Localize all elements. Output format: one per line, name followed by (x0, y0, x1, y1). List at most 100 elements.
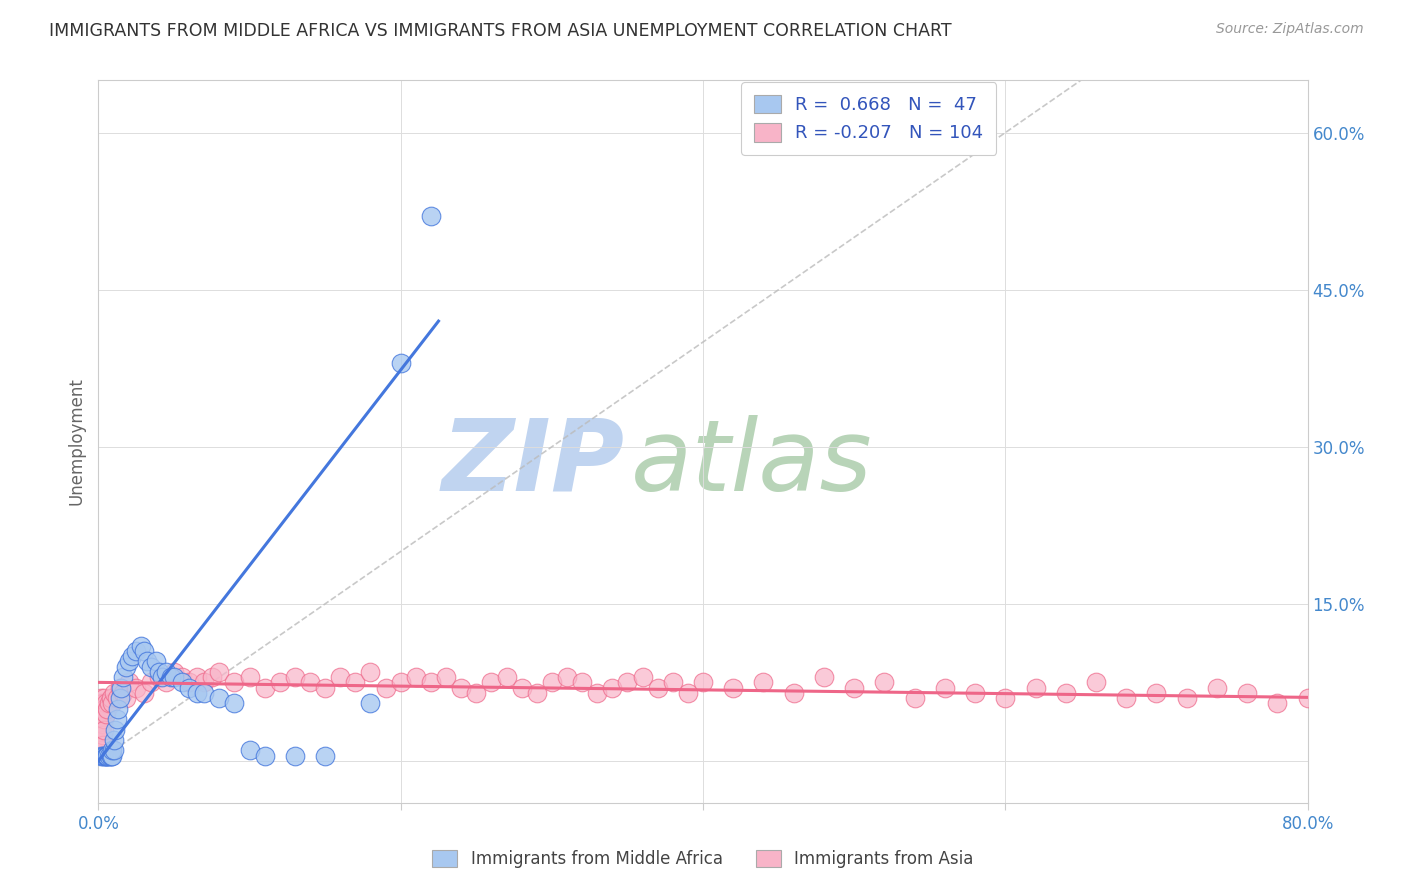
Point (91, 717, 114, 731)
Point (284, 748, 307, 763)
Point (103, 743, 125, 757)
Point (155, 665, 177, 679)
Point (420, 210, 443, 224)
Point (253, 681, 276, 695)
Point (586, 686, 609, 700)
Point (98, 696, 121, 710)
Point (752, 675, 775, 690)
Point (193, 686, 215, 700)
Point (93, 748, 115, 763)
Point (129, 639, 152, 653)
Point (91, 738, 114, 752)
Point (186, 686, 208, 700)
Point (1236, 686, 1258, 700)
Point (155, 675, 177, 690)
Point (314, 748, 336, 763)
Point (108, 681, 131, 695)
Point (100, 748, 122, 763)
Point (1267, 696, 1289, 710)
Point (723, 681, 745, 695)
Point (873, 675, 896, 690)
Point (135, 655, 157, 669)
Point (91, 696, 114, 710)
Point (90, 723, 112, 737)
Point (90, 691, 112, 706)
Point (571, 675, 593, 690)
Point (1085, 675, 1108, 690)
Point (160, 670, 183, 684)
Point (465, 686, 488, 700)
Point (526, 686, 548, 700)
Point (481, 675, 503, 690)
Point (389, 675, 412, 690)
Point (631, 670, 654, 684)
Point (555, 670, 578, 684)
Legend: R =  0.668   N =  47, R = -0.207   N = 104: R = 0.668 N = 47, R = -0.207 N = 104 (741, 82, 997, 155)
Point (783, 686, 806, 700)
Point (1175, 691, 1198, 706)
Point (1115, 691, 1137, 706)
Point (101, 696, 124, 710)
Point (510, 681, 533, 695)
Point (90, 748, 112, 763)
Point (111, 670, 134, 684)
Point (125, 644, 148, 658)
Point (105, 712, 128, 726)
Point (91, 706, 114, 721)
Point (110, 681, 132, 695)
Point (495, 670, 517, 684)
Point (90, 712, 112, 726)
Point (224, 696, 246, 710)
Point (91, 728, 114, 742)
Point (284, 670, 307, 684)
Point (107, 701, 129, 715)
Point (389, 356, 412, 370)
Point (93, 701, 115, 715)
Point (360, 696, 382, 710)
Point (103, 733, 125, 747)
Point (1357, 691, 1379, 706)
Point (118, 675, 141, 690)
Point (1341, 686, 1364, 700)
Point (101, 743, 124, 757)
Point (94, 706, 117, 721)
Point (90, 733, 112, 747)
Point (100, 748, 122, 763)
Point (813, 670, 835, 684)
Point (93, 691, 115, 706)
Point (90, 701, 112, 715)
Text: IMMIGRANTS FROM MIDDLE AFRICA VS IMMIGRANTS FROM ASIA UNEMPLOYMENT CORRELATION C: IMMIGRANTS FROM MIDDLE AFRICA VS IMMIGRA… (49, 22, 952, 40)
Point (89, 696, 111, 710)
Point (269, 675, 291, 690)
Point (1327, 696, 1350, 710)
Point (145, 655, 167, 669)
Y-axis label: Unemployment: Unemployment (67, 377, 86, 506)
Point (540, 675, 562, 690)
Point (179, 675, 201, 690)
Point (101, 748, 124, 763)
Point (844, 681, 866, 695)
Point (360, 665, 382, 679)
Point (1386, 686, 1406, 700)
Point (201, 670, 224, 684)
Point (602, 681, 624, 695)
Point (420, 675, 443, 690)
Point (96, 701, 118, 715)
Point (163, 670, 186, 684)
Point (904, 691, 927, 706)
Point (114, 691, 136, 706)
Point (1206, 681, 1229, 695)
Point (94, 748, 117, 763)
Text: ZIP: ZIP (441, 415, 624, 512)
Point (132, 686, 155, 700)
Point (96, 748, 118, 763)
Point (96, 748, 118, 763)
Point (150, 670, 173, 684)
Legend: Immigrants from Middle Africa, Immigrants from Asia: Immigrants from Middle Africa, Immigrant… (426, 843, 980, 875)
Text: atlas: atlas (630, 415, 872, 512)
Point (100, 691, 122, 706)
Point (98, 748, 121, 763)
Point (208, 691, 231, 706)
Point (90, 743, 112, 757)
Text: Source: ZipAtlas.com: Source: ZipAtlas.com (1216, 22, 1364, 37)
